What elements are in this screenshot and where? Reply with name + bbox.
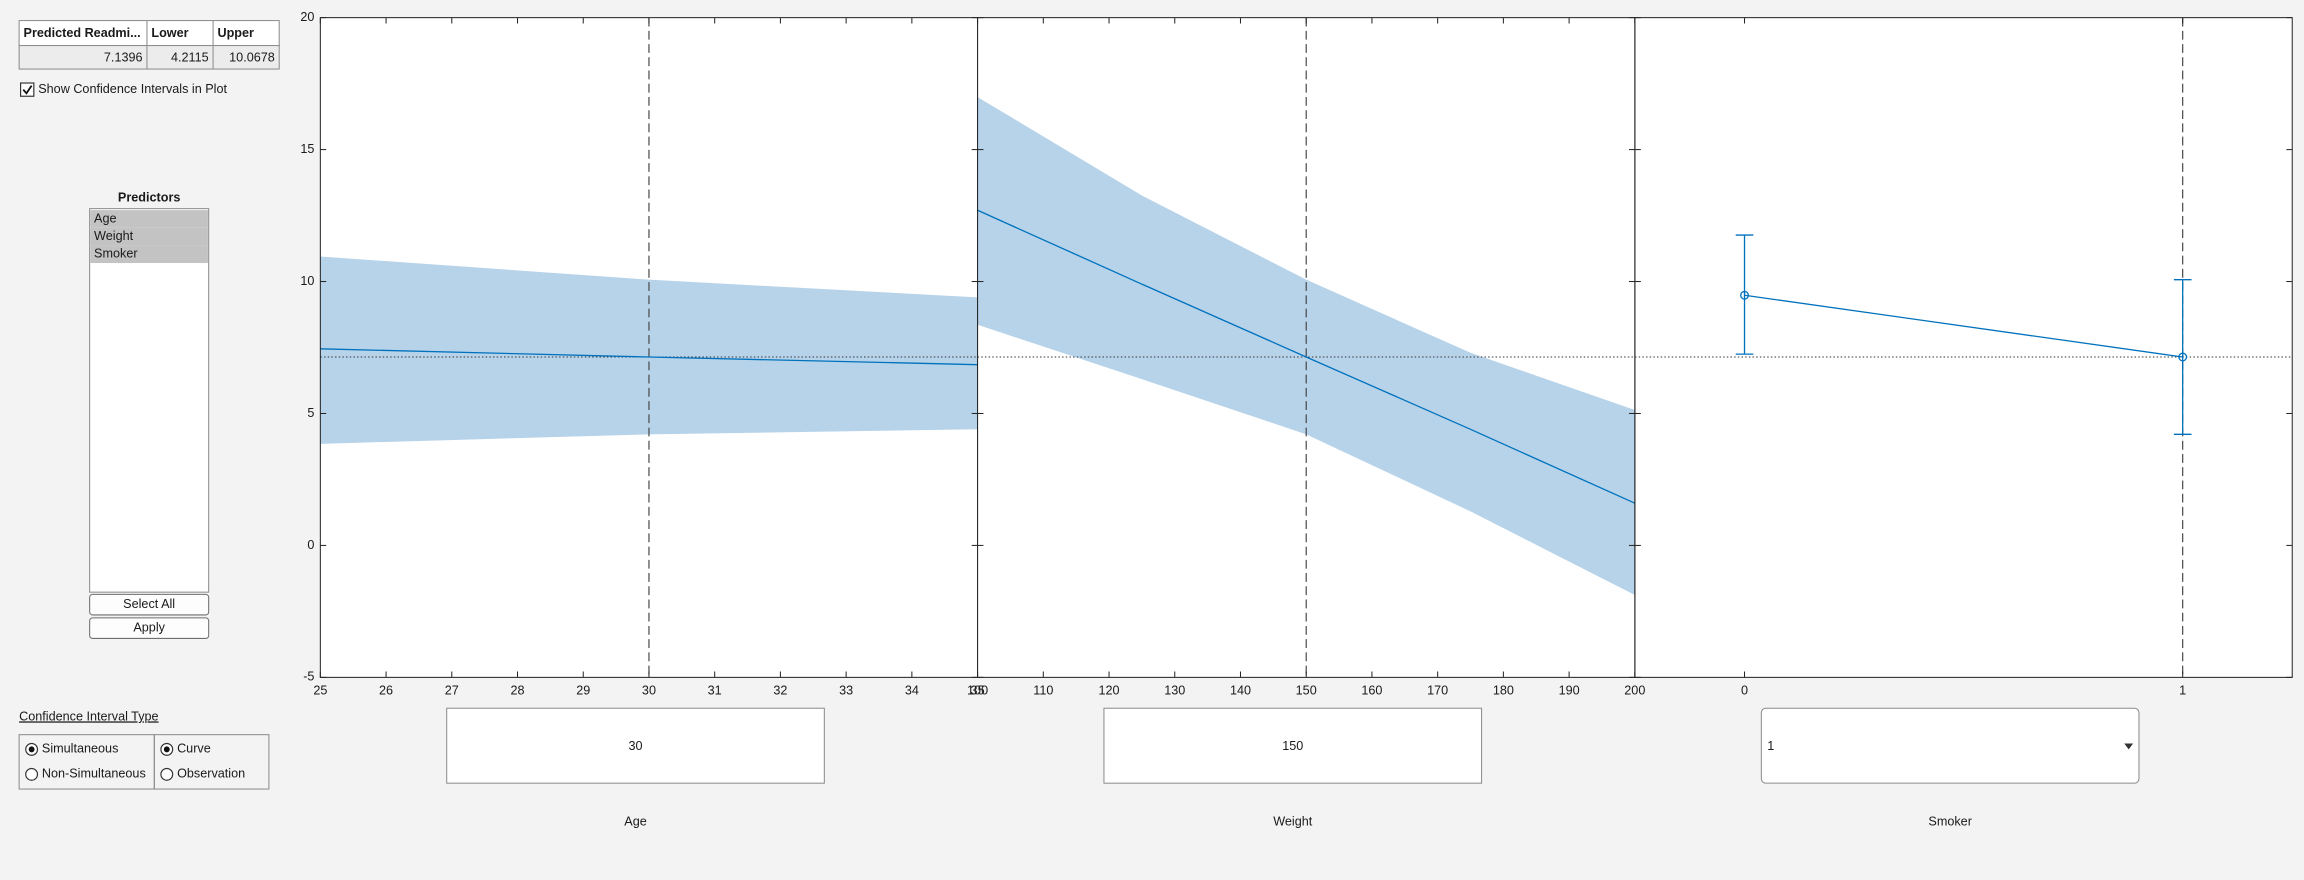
radio-group [153, 734, 270, 790]
plot-frame [1634, 17, 2293, 678]
plot-bg [1634, 17, 2293, 678]
table-cell: 4.2115 [171, 50, 209, 64]
list-item-bg[interactable] [90, 245, 208, 264]
radio-dot[interactable] [28, 746, 35, 753]
radio-label[interactable]: Simultaneous [42, 742, 119, 756]
x-tick-label: 130 [1164, 684, 1185, 698]
radio-dot[interactable] [163, 746, 170, 753]
button[interactable] [89, 593, 210, 616]
listbox[interactable] [89, 208, 210, 593]
checkbox-label[interactable]: Show Confidence Intervals in Plot [38, 82, 227, 96]
table-cell: 7.1396 [104, 50, 143, 64]
x-tick-label: 180 [1493, 684, 1514, 698]
x-axis-label: Smoker [1928, 814, 1972, 828]
x-tick-label: 25 [313, 684, 327, 698]
x-tick-label: 32 [773, 684, 787, 698]
x-tick-label: 33 [839, 684, 853, 698]
y-tick-label: 10 [300, 274, 314, 288]
table-header: Lower [151, 26, 188, 40]
x-tick-label: 190 [1559, 684, 1580, 698]
y-tick-label: 15 [300, 142, 314, 156]
edit-value[interactable]: 30 [628, 739, 642, 753]
button-label[interactable]: Select All [123, 597, 175, 611]
prediction-line [977, 209, 1636, 504]
list-title: Predictors [118, 191, 180, 205]
x-tick-label: 120 [1098, 684, 1119, 698]
dropdown[interactable] [1760, 707, 2140, 784]
table-header: Predicted Readmi... [24, 26, 141, 40]
x-axis-label: Weight [1273, 814, 1313, 828]
x-tick-label: 110 [1033, 684, 1053, 698]
list-item-bg[interactable] [90, 210, 208, 228]
point-marker [2178, 352, 2188, 362]
prediction-line [1744, 294, 2183, 358]
y-tick-label: 5 [307, 406, 314, 420]
button-label[interactable]: Apply [133, 620, 165, 634]
x-tick-label: 29 [576, 684, 590, 698]
list-item[interactable]: Smoker [94, 247, 138, 261]
dropdown-arrow[interactable] [2124, 743, 2134, 750]
x-tick-label: 26 [379, 684, 393, 698]
x-tick-label: 35 [971, 684, 985, 698]
plot-panel: 0 1 1 Smoker [1634, 17, 2293, 828]
x-tick-label: 150 [1296, 684, 1317, 698]
checkbox[interactable]: Show Confidence Intervals in Plot [20, 82, 228, 97]
x-tick-label: 27 [445, 684, 459, 698]
x-tick-label: 34 [905, 684, 919, 698]
y-tick-label: 20 [300, 10, 314, 24]
ci-type-link[interactable]: Confidence Interval Type [19, 709, 158, 723]
list-item[interactable]: Age [94, 211, 116, 225]
list-item[interactable]: Weight [94, 229, 134, 243]
radio-label[interactable]: Curve [177, 742, 211, 756]
plot-panel: -5 0 5 10 15 20 25 26 27 28 29 30 31 32 33 34 35 30 Age [300, 10, 984, 828]
edit-value[interactable]: 150 [1282, 739, 1303, 753]
radio[interactable] [160, 767, 174, 781]
x-tick-label: 160 [1361, 684, 1382, 698]
x-tick-label: 200 [1624, 684, 1645, 698]
prediction-line [320, 348, 978, 366]
dropdown-value[interactable]: 1 [1767, 739, 1774, 753]
plot-panel: 100 110 120 130 140 150 160 170 180 190 200 150 Weig… [967, 17, 1645, 828]
x-tick-label: 31 [708, 684, 722, 698]
x-axis-label: Age [624, 814, 646, 828]
list-item-bg[interactable] [90, 227, 208, 246]
table-cell: 10.0678 [229, 50, 275, 64]
table-row-bg [18, 45, 280, 70]
x-tick-label: 1 [2179, 684, 2186, 698]
table-header: Upper [217, 26, 254, 40]
table-header-bg [18, 20, 280, 47]
radio[interactable] [25, 767, 39, 781]
y-tick-label: 0 [307, 538, 314, 552]
y-tick-label: -5 [303, 670, 314, 684]
point-marker [1740, 290, 1750, 300]
x-tick-label: 170 [1427, 684, 1448, 698]
x-tick-label: 28 [510, 684, 524, 698]
button[interactable] [89, 617, 210, 639]
edit-field[interactable] [446, 707, 825, 784]
x-tick-label: 100 [967, 684, 988, 698]
radio-label[interactable]: Non-Simultaneous [42, 767, 146, 781]
x-tick-label: 30 [642, 684, 656, 698]
x-tick-label: 140 [1230, 684, 1251, 698]
x-tick-label: 0 [1741, 684, 1748, 698]
edit-field[interactable] [1103, 707, 1483, 784]
checkmark[interactable] [22, 85, 33, 95]
checkbox-box[interactable] [20, 82, 35, 97]
confidence-band [977, 97, 1635, 596]
radio-label[interactable]: Observation [177, 767, 245, 781]
